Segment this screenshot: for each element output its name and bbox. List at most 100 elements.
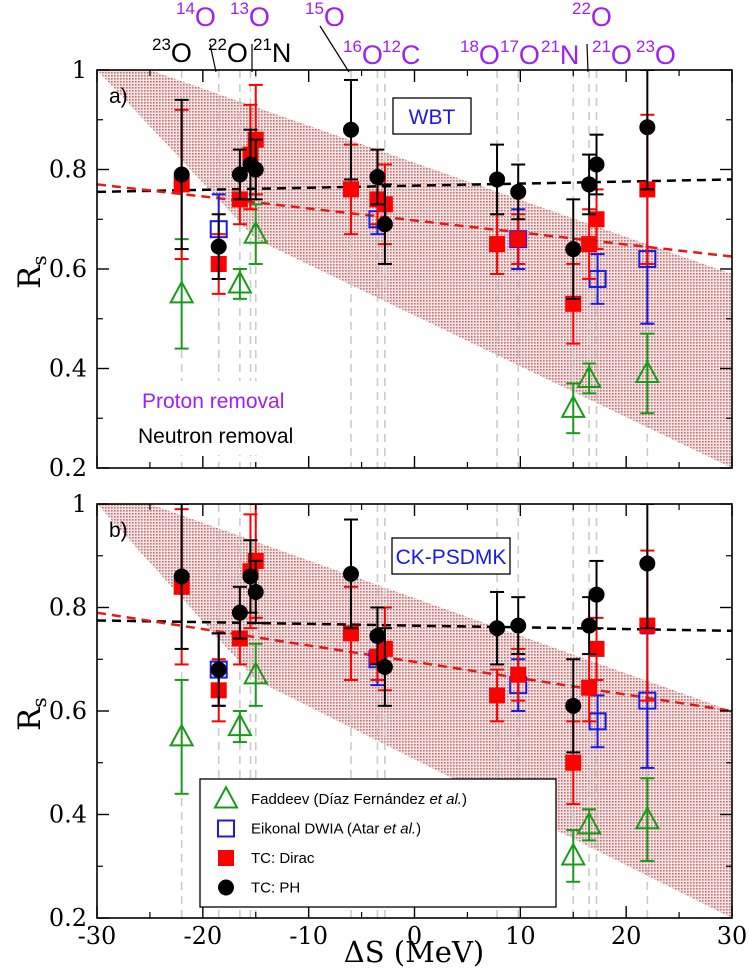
- proton-removal-label: Proton removal: [142, 390, 284, 413]
- data-point: [489, 171, 506, 188]
- series-tc-ph: [173, 70, 656, 300]
- nucleus-label: 21N: [541, 37, 579, 70]
- data-point: [576, 364, 602, 388]
- data-point: [173, 568, 190, 585]
- y-tick-label: 1: [72, 490, 87, 518]
- data-point: [510, 183, 527, 200]
- data-point: [565, 697, 582, 714]
- nucleus-label: 14O: [176, 0, 216, 32]
- data-point: [369, 627, 386, 644]
- data-point: [210, 661, 227, 678]
- data-point: [510, 231, 527, 248]
- data-point: [343, 625, 359, 642]
- nucleus-label: 18O: [460, 37, 500, 70]
- data-point: [639, 555, 656, 572]
- panel-label: a): [109, 85, 128, 108]
- error-bar: [640, 332, 655, 415]
- data-point: [231, 166, 248, 183]
- error-bar: [566, 382, 581, 435]
- data-point: [639, 119, 656, 136]
- data-point: [489, 236, 506, 253]
- y-tick-label: 0.8: [49, 594, 87, 622]
- data-point: [510, 617, 527, 634]
- nucleus-label: 23O: [152, 35, 192, 68]
- fit-line-neutron: [97, 178, 732, 194]
- nucleus-pointer: [586, 43, 589, 73]
- data-point: [565, 241, 582, 258]
- data-point: [247, 161, 264, 178]
- legend-entry: TC: PH: [251, 880, 300, 897]
- data-point: [489, 687, 506, 704]
- plot-area: [97, 504, 732, 918]
- removal-legend-bg: [128, 381, 341, 455]
- y-tick-label: 0.6: [49, 255, 87, 283]
- error-bar: [174, 678, 189, 795]
- legend-box: [199, 778, 557, 908]
- nucleus-label: 13O: [230, 0, 270, 32]
- data-point: [210, 238, 227, 255]
- x-tick-label: 20: [611, 922, 642, 950]
- error-bar: [566, 829, 581, 883]
- x-tick-label: -10: [289, 922, 328, 950]
- fit-line-proton: [97, 611, 732, 713]
- data-point: [369, 168, 386, 185]
- data-point: [581, 679, 598, 696]
- nucleus-pointer: [319, 25, 350, 73]
- data-point: [343, 121, 359, 138]
- legend: Faddeev (Díaz Fernández et al.) Eikonal D…: [199, 778, 557, 908]
- nucleus-label: 22O: [572, 0, 612, 32]
- data-point: [168, 722, 195, 747]
- data-point: [588, 156, 605, 173]
- nucleus-label: 21N: [253, 35, 291, 68]
- data-point: [243, 220, 269, 244]
- fit-line-neutron: [97, 619, 732, 633]
- legend-marker: [213, 785, 239, 809]
- data-point: [560, 842, 586, 866]
- error-bar: [640, 777, 655, 863]
- y-axis-title: Rs: [12, 697, 51, 731]
- y-tick-label: 1: [72, 56, 87, 84]
- legend-entry: Faddeev (Díaz Fernández et al.): [251, 791, 467, 808]
- series-faddeev: [168, 642, 661, 883]
- y-tick-label: 0.2: [49, 454, 87, 482]
- panel-label: b): [109, 519, 128, 542]
- y-tick-label: 0.4: [49, 355, 87, 383]
- data-point: [510, 666, 527, 683]
- data-point: [247, 583, 264, 600]
- interaction-label: WBT: [409, 106, 456, 129]
- nucleus-label: 17O: [500, 37, 540, 70]
- data-point: [227, 712, 253, 737]
- panel-b: -30 -20 -10 0 10 20 30 0.2 0.4 0.6 0.8 1 Rs b) CK-PSDM…: [12, 490, 747, 950]
- nucleus-label: 16O: [343, 37, 383, 70]
- x-tick-label: 0: [407, 922, 422, 950]
- data-point: [634, 805, 661, 830]
- data-point: [376, 216, 393, 233]
- nucleus-label: 23O: [636, 37, 676, 70]
- y-tick-label: 0.4: [49, 801, 87, 829]
- nucleus-label: 15O: [305, 0, 345, 32]
- data-point: [343, 181, 359, 198]
- legend-entry: Eikonal DWIA (Atar et al.): [251, 821, 421, 838]
- data-point: [343, 565, 359, 582]
- x-tick-label: -20: [184, 922, 223, 950]
- data-point: [227, 270, 253, 294]
- error-bar: [590, 253, 605, 305]
- y-tick-label: 0.8: [49, 156, 87, 184]
- y-tick-label: 0.6: [49, 697, 87, 725]
- y-tick-label: 0.2: [49, 904, 87, 932]
- data-point: [173, 166, 190, 183]
- nucleus-label: 12C: [382, 37, 420, 70]
- nucleus-label: 21O: [592, 37, 632, 70]
- data-point: [634, 359, 661, 384]
- data-point: [581, 176, 598, 193]
- data-point: [576, 810, 602, 835]
- data-point: [581, 617, 598, 634]
- interaction-box: [391, 537, 511, 575]
- data-point: [168, 279, 195, 304]
- plot-area: [97, 70, 732, 468]
- legend-marker: [217, 819, 235, 838]
- panel-a: 0.2 0.4 0.6 0.8 1 Rs a) WBT Proton removal Neutro…: [12, 56, 733, 482]
- data-point: [565, 754, 582, 771]
- legend-entry: TC: Dirac: [251, 850, 315, 867]
